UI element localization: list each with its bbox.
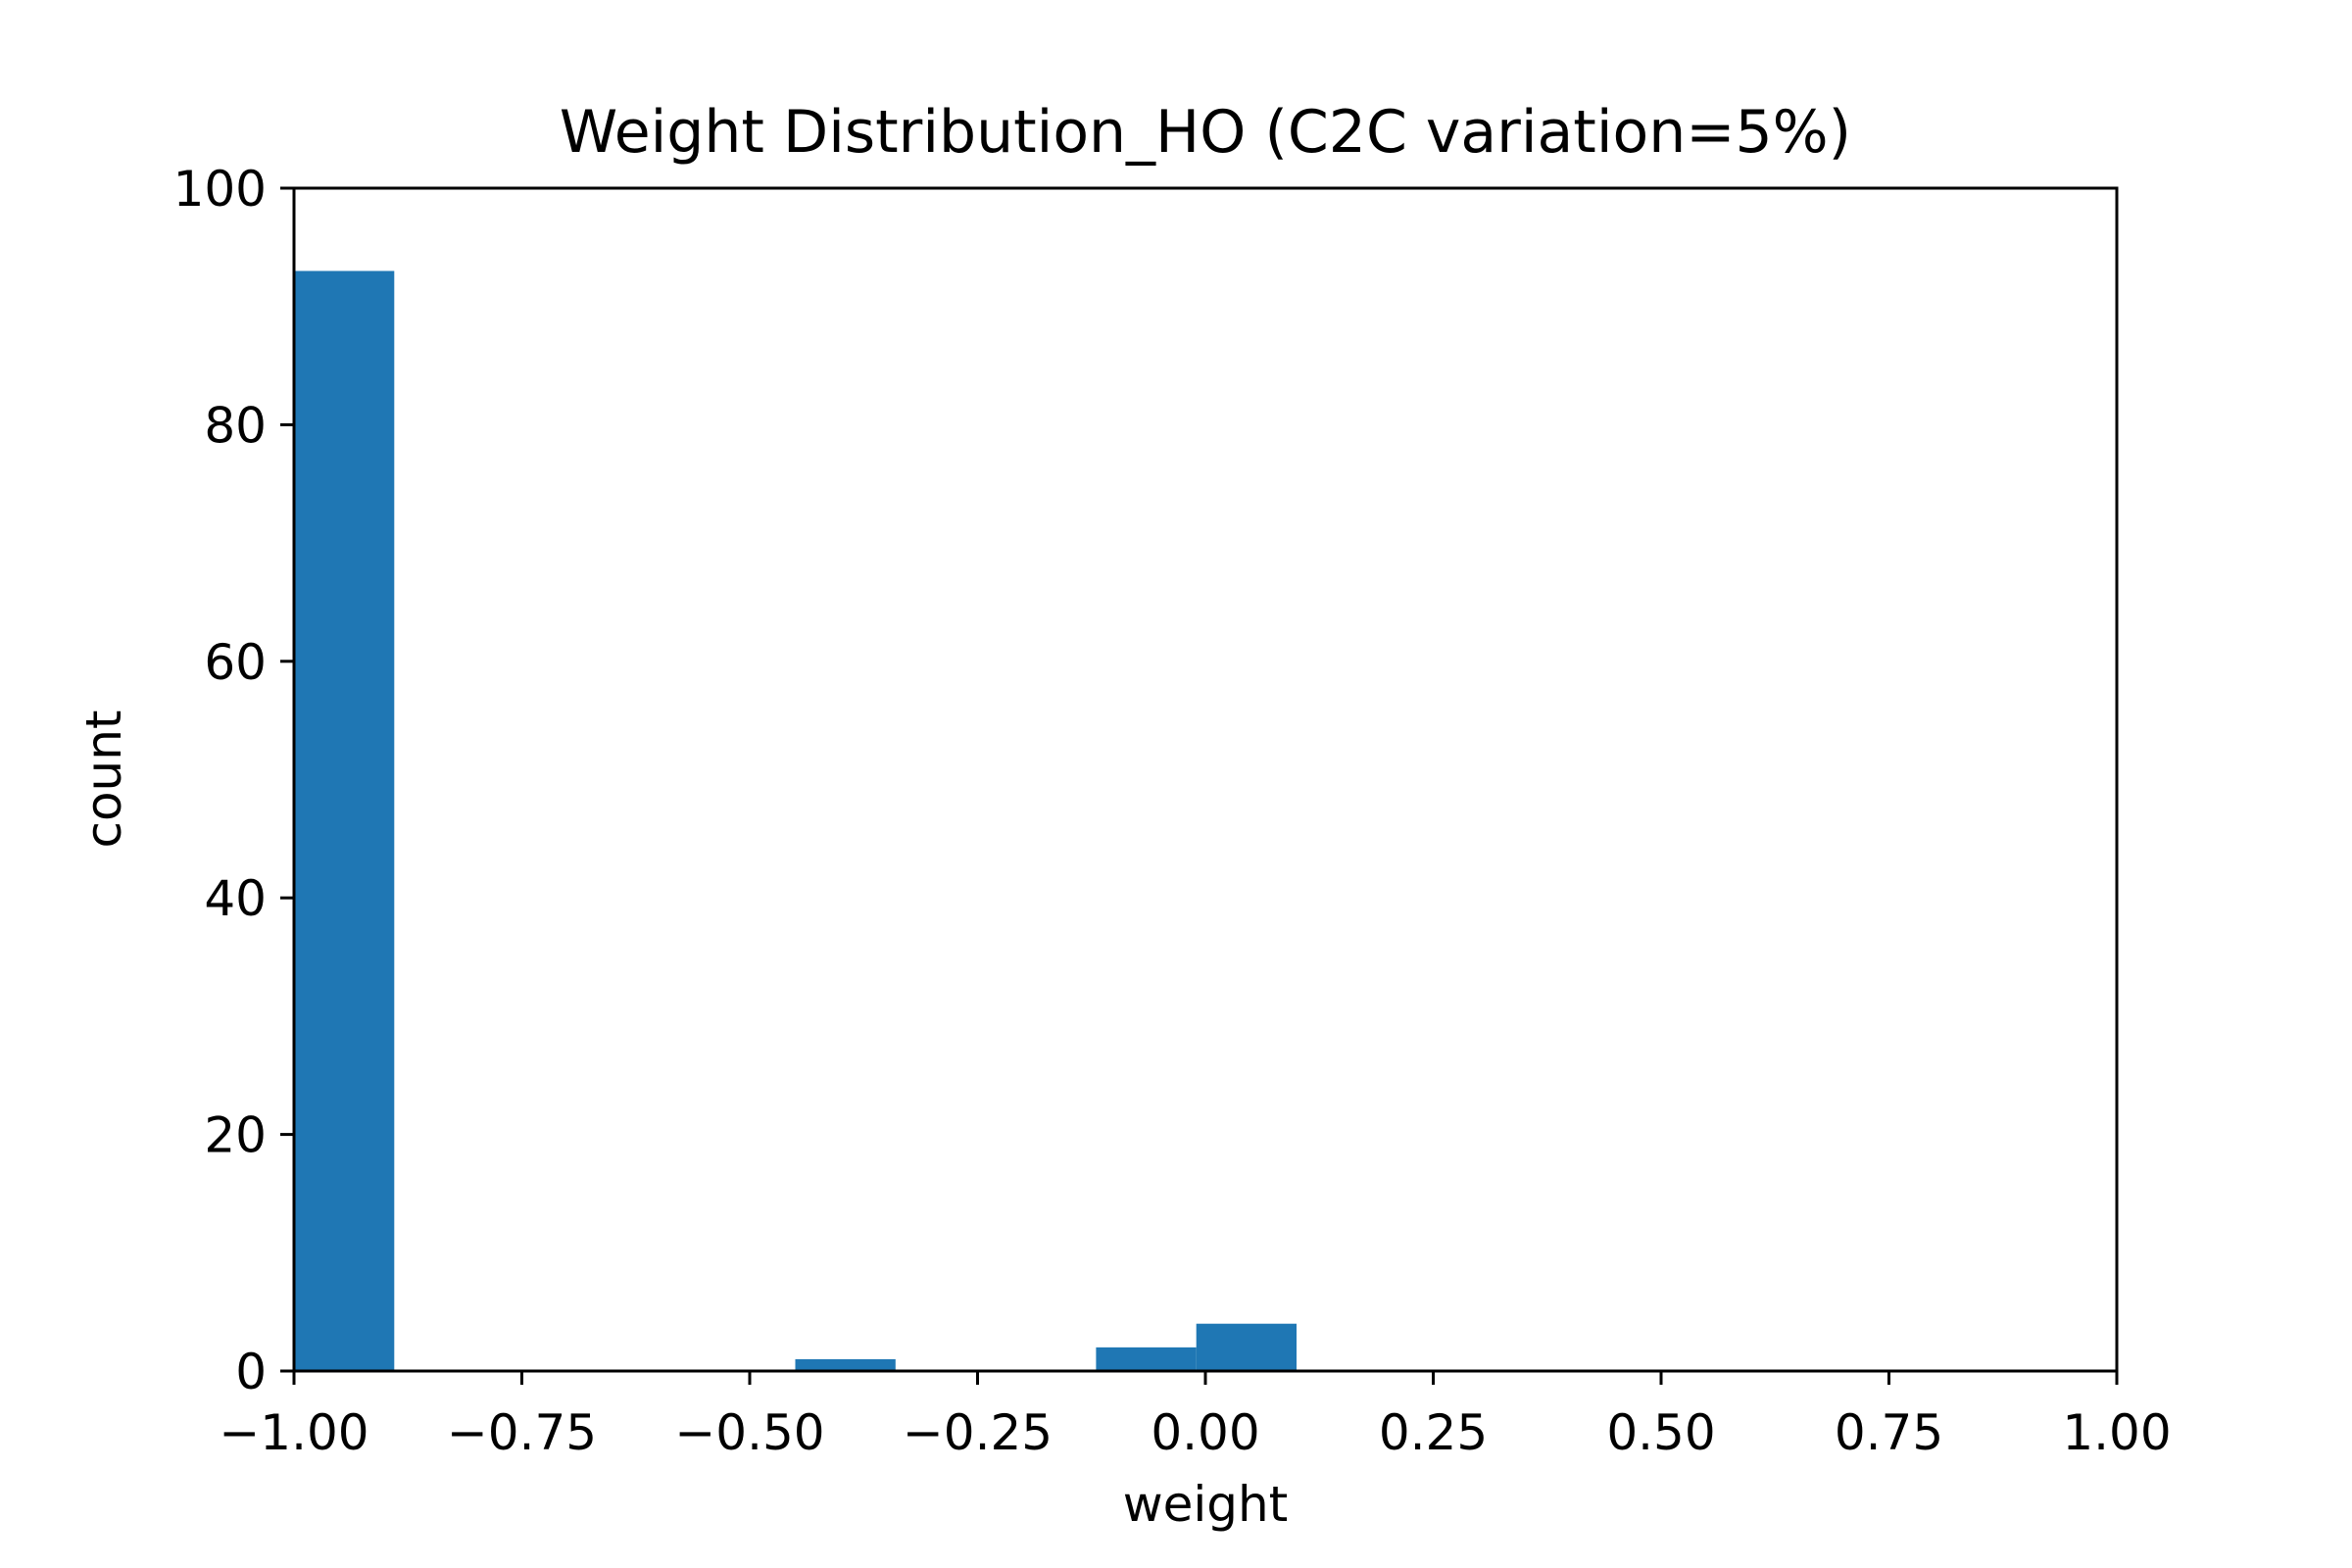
y-tick-label: 80 bbox=[204, 397, 267, 454]
y-tick-label: 40 bbox=[204, 870, 267, 927]
y-tick-label: 60 bbox=[204, 634, 267, 691]
x-axis-ticks: −1.00 −0.75 −0.50 −0.25 0.00 0.25 0.50 0.75 1.00 bbox=[219, 1371, 2172, 1461]
x-tick-label: 0.25 bbox=[1379, 1404, 1488, 1461]
x-tick-label: −0.25 bbox=[903, 1404, 1053, 1461]
histogram-bar-0 bbox=[294, 270, 395, 1371]
chart-title: Weight Distribution_HO (C2C variation=5%… bbox=[560, 98, 1851, 167]
x-tick-label: −0.75 bbox=[447, 1404, 597, 1461]
histogram-bar-3 bbox=[1196, 1323, 1297, 1371]
histogram-bar-2 bbox=[1096, 1347, 1197, 1371]
x-tick-label: 0.00 bbox=[1151, 1404, 1259, 1461]
x-tick-label: 0.50 bbox=[1606, 1404, 1715, 1461]
x-tick-label: 0.75 bbox=[1835, 1404, 1943, 1461]
bars-group bbox=[294, 270, 1297, 1371]
x-tick-label: −0.50 bbox=[674, 1404, 824, 1461]
histogram-bar-1 bbox=[795, 1358, 896, 1371]
y-tick-label: 20 bbox=[204, 1107, 267, 1164]
y-tick-label: 100 bbox=[173, 161, 267, 218]
y-axis-ticks: 0 20 40 60 80 100 bbox=[173, 161, 294, 1400]
x-axis-label: weight bbox=[1123, 1476, 1289, 1533]
y-axis-label: count bbox=[75, 710, 132, 848]
x-tick-label: −1.00 bbox=[219, 1404, 368, 1461]
x-tick-label: 1.00 bbox=[2062, 1404, 2171, 1461]
y-tick-label: 0 bbox=[235, 1344, 267, 1400]
